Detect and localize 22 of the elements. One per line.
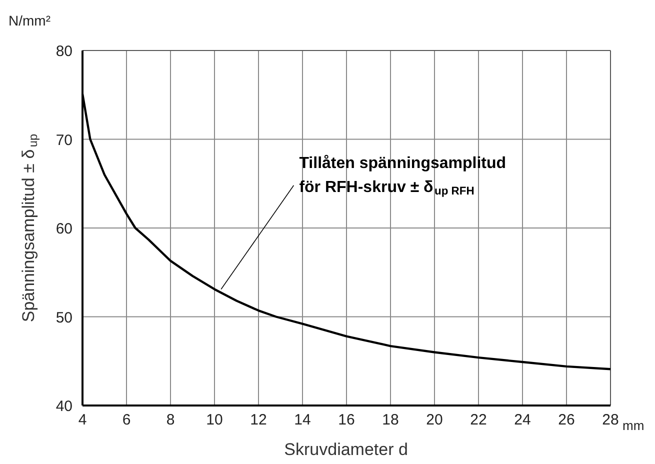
- y-tick-label: 70: [56, 132, 73, 149]
- x-tick-label: 6: [122, 412, 131, 428]
- x-tick-label: 8: [166, 412, 175, 428]
- text: N/mm²: [8, 12, 51, 28]
- y-tick-label: 80: [56, 43, 73, 60]
- x-tick-label: 18: [382, 412, 399, 428]
- text: mm: [622, 418, 644, 433]
- y-tick-label: 60: [56, 220, 73, 238]
- x-axis-title: Skruvdiameter d: [284, 440, 408, 459]
- y-tick-label: 40: [56, 398, 73, 415]
- y-tick-label: 50: [56, 309, 73, 326]
- y-axis-title: Spänningsamplitud ± δup: [19, 133, 40, 322]
- x-tick-label: 4: [78, 412, 87, 428]
- x-tick-label: 20: [426, 412, 443, 428]
- x-tick-label: 26: [558, 412, 575, 428]
- x-tick-label: 10: [206, 412, 223, 428]
- x-tick-label: 16: [338, 412, 355, 428]
- x-tick-label: 22: [470, 412, 487, 428]
- x-tick-label: 28: [602, 412, 619, 428]
- x-tick-label: 24: [514, 412, 531, 428]
- x-tick-label: 14: [294, 412, 311, 428]
- x-tick-label: 12: [250, 412, 267, 428]
